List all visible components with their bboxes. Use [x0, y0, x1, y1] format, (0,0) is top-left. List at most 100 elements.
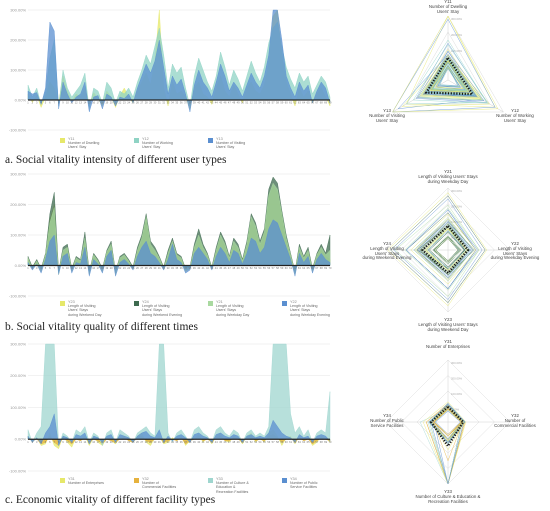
x-tick-label: 24 — [127, 101, 130, 105]
legend-item-y11: Y11 Number of Dwelling Users' Stay — [60, 137, 118, 150]
x-tick-label: 1 — [27, 440, 29, 444]
radar-ring — [405, 31, 491, 105]
x-tick-label: 19 — [105, 101, 108, 105]
x-tick-label: 16 — [92, 440, 95, 444]
radar-sample-polygon — [425, 57, 474, 95]
x-tick-label: 45 — [219, 101, 222, 105]
legend-name: Length of Visiting Users' Stays during W… — [216, 304, 250, 317]
radar-sample-polygon — [404, 207, 480, 291]
x-tick-label: 38 — [188, 440, 191, 444]
x-tick-label: 9 — [62, 266, 64, 270]
legend-swatch — [134, 478, 139, 483]
x-tick-label: 25 — [132, 101, 135, 105]
legend-name: Number of Culture & Education & Recreati… — [216, 481, 249, 494]
x-tick-label: 2 — [32, 101, 34, 105]
x-tick-label: 18 — [101, 266, 104, 270]
x-tick-label: 49 — [237, 101, 240, 105]
x-tick-label: 41 — [202, 440, 205, 444]
x-tick-label: 51 — [245, 266, 248, 270]
x-tick-label: 65 — [307, 440, 310, 444]
x-tick-label: 51 — [245, 440, 248, 444]
x-tick-label: 31 — [158, 266, 161, 270]
x-tick-label: 70 — [329, 101, 332, 105]
x-tick-label: 22 — [118, 101, 121, 105]
x-tick-label: 24 — [127, 440, 130, 444]
x-tick-label: 43 — [210, 101, 213, 105]
x-tick-label: 53 — [254, 266, 257, 270]
radar-ring-label: 100.00% — [451, 392, 463, 396]
x-tick-label: 64 — [302, 266, 305, 270]
x-tick-label: 15 — [88, 266, 91, 270]
legend-name: Length of Visiting Users' Stays during W… — [142, 304, 183, 317]
legend-name: Number of Commercial Facilities — [142, 481, 177, 490]
x-tick-label: 38 — [188, 266, 191, 270]
x-tick-label: 17 — [97, 440, 100, 444]
x-tick-label: 62 — [294, 266, 297, 270]
radar-sample-polygon — [436, 67, 461, 88]
legend-item-y21: Y21 Length of Visiting Users' Stays durin… — [208, 300, 266, 317]
legend-label: Y12 Number of Working Users' Stay — [142, 137, 192, 150]
x-tick-label: 12 — [75, 101, 78, 105]
x-tick-label: 28 — [145, 266, 148, 270]
y-tick-label: 100.00% — [10, 67, 26, 72]
panel-c: 300.00% 200.00% 100.00% 0.00% -100.00% 1 2 3 4 5 6… — [0, 339, 550, 511]
radar-ring-label: 200.00% — [451, 377, 463, 381]
x-tick-label: 67 — [315, 266, 318, 270]
radar-axis-label-y21: Y21 Length of Visiting Users' Stays duri… — [418, 169, 478, 184]
x-tick-label: 60 — [285, 440, 288, 444]
x-tick-label: 25 — [132, 266, 135, 270]
legend-code: Y32 — [142, 477, 149, 481]
x-tick-label: 9 — [62, 440, 64, 444]
radar-ring-label: 300.00% — [451, 361, 463, 365]
x-tick-label: 63 — [298, 440, 301, 444]
x-tick-label: 58 — [276, 266, 279, 270]
x-tick-label: 35 — [175, 266, 178, 270]
legend-swatch — [134, 301, 139, 306]
x-tick-label: 44 — [215, 266, 218, 270]
x-tick-label: 68 — [320, 266, 323, 270]
y-tick-label: 200.00% — [10, 37, 26, 42]
x-tick-label: 36 — [180, 440, 183, 444]
radar-sample-polygon — [429, 231, 465, 268]
x-tick-label: 65 — [307, 266, 310, 270]
legend-name: Length of Visiting Users' Stays during W… — [290, 304, 330, 317]
x-tick-label: 18 — [101, 101, 104, 105]
x-tick-label: 61 — [289, 101, 292, 105]
y-tick-label: 0.00% — [15, 437, 27, 442]
radar-sample-polygon — [406, 15, 496, 108]
radar-sample-polygon — [392, 18, 496, 113]
legend-swatch — [60, 301, 65, 306]
x-tick-label: 61 — [289, 266, 292, 270]
radar-axis-label-y31: Y31 Number of Enterprises — [426, 339, 470, 349]
x-tick-label: 15 — [88, 440, 91, 444]
radar-mean-polygon — [420, 224, 470, 275]
x-tick-label: 41 — [202, 266, 205, 270]
x-tick-label: 31 — [158, 440, 161, 444]
x-tick-label: 43 — [210, 440, 213, 444]
legend-code: Y12 — [142, 137, 149, 141]
x-tick-label: 3 — [36, 440, 38, 444]
x-tick-label: 26 — [136, 440, 139, 444]
x-tick-label: 25 — [132, 440, 135, 444]
radar-ring-label: 100.00% — [451, 49, 463, 53]
x-tick-label: 2 — [32, 266, 34, 270]
x-tick-label: 34 — [171, 266, 174, 270]
x-tick-label: 4 — [40, 266, 42, 270]
radar-ring-label: 300.00% — [451, 189, 463, 193]
radar-sample-polygon — [432, 235, 462, 265]
legend-swatch — [282, 301, 287, 306]
radar-sample-polygon — [435, 65, 466, 90]
x-tick-label: 21 — [114, 440, 117, 444]
area-chart-c: 300.00%200.00%100.00%0.00%-100.00%1 2 3 4 5 6… — [9, 341, 332, 473]
x-tick-label: 42 — [206, 101, 209, 105]
x-tick-label: 1 — [27, 266, 29, 270]
x-tick-label: 64 — [302, 440, 305, 444]
legend-name: Number of Public Service Facilities — [290, 481, 318, 490]
legend-item-y23: Y23 Length of Visiting Users' Stays durin… — [60, 300, 118, 317]
legend-code: Y33 — [216, 477, 223, 481]
legend-c: Y31 Number of Enterprises Y32 Number of Com… — [60, 477, 340, 494]
x-tick-label: 24 — [127, 266, 130, 270]
radar-axis-label-y34: Y34 Number of Public Service Facilities — [370, 413, 404, 428]
x-tick-label: 40 — [197, 440, 200, 444]
x-tick-label: 4 — [40, 440, 42, 444]
